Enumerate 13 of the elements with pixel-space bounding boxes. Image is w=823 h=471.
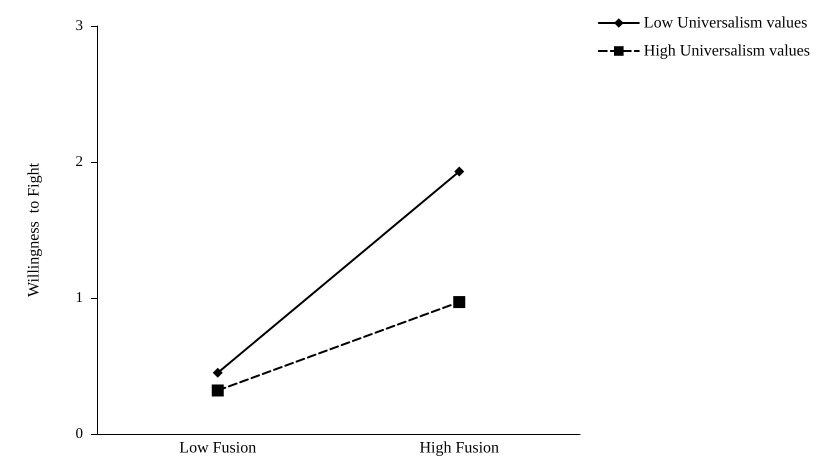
legend-label: High Universalism values xyxy=(644,42,810,60)
x-tick-label: High Fusion xyxy=(419,440,500,456)
y-tick-label: 3 xyxy=(76,18,83,34)
legend-label: Low Universalism values xyxy=(644,14,808,32)
point xyxy=(212,384,224,396)
y-tick-label: 2 xyxy=(76,154,83,170)
point xyxy=(454,166,464,177)
y-axis-title: Willingness to Fight xyxy=(26,162,42,298)
x-tick-label: Low Fusion xyxy=(179,440,256,456)
y-tick-label: 0 xyxy=(76,426,83,442)
point xyxy=(212,368,223,378)
y-tick-label: 1 xyxy=(76,290,83,306)
point xyxy=(453,296,466,308)
